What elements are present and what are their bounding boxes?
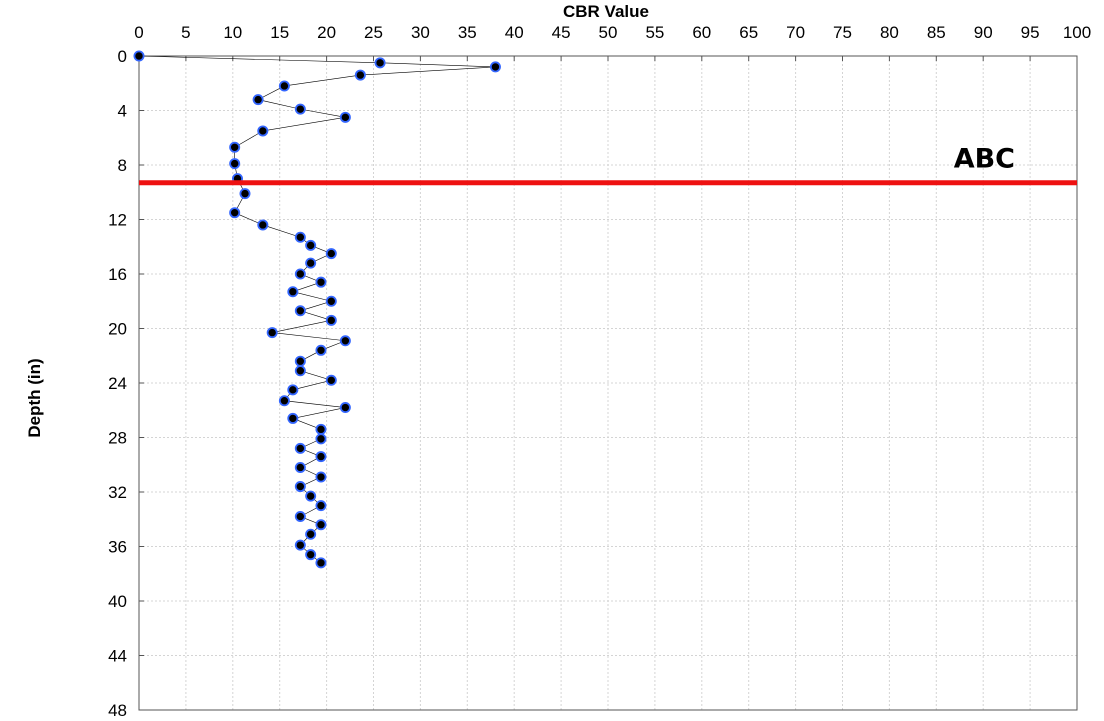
data-point [294, 481, 306, 493]
data-point [294, 231, 306, 243]
x-tick-label: 50 [599, 23, 618, 42]
data-point [305, 257, 317, 269]
x-tick-label: 25 [364, 23, 383, 42]
data-point [257, 219, 269, 231]
data-point [294, 365, 306, 377]
x-tick-label: 20 [317, 23, 336, 42]
data-point [305, 239, 317, 251]
x-tick-label: 15 [270, 23, 289, 42]
y-axis-title: Depth (in) [25, 358, 44, 437]
x-tick-label: 80 [880, 23, 899, 42]
data-point [252, 94, 264, 106]
y-tick-label: 24 [108, 374, 127, 393]
x-tick-label: 45 [552, 23, 571, 42]
y-tick-label: 4 [118, 102, 127, 121]
x-tick-label: 10 [223, 23, 242, 42]
data-point [374, 57, 386, 69]
data-point [294, 442, 306, 454]
data-point [315, 423, 327, 435]
x-tick-label: 75 [833, 23, 852, 42]
y-tick-label: 8 [118, 156, 127, 175]
x-tick-label: 0 [134, 23, 143, 42]
x-tick-label: 35 [458, 23, 477, 42]
y-tick-label: 28 [108, 429, 127, 448]
x-tick-label: 70 [786, 23, 805, 42]
reference-line-group: ABC [139, 144, 1077, 186]
data-point [325, 314, 337, 326]
x-tick-label: 95 [1021, 23, 1040, 42]
data-point [339, 335, 351, 347]
reference-line-label: ABC [954, 144, 1015, 175]
x-tick-label: 65 [739, 23, 758, 42]
data-point [257, 125, 269, 137]
data-point [315, 344, 327, 356]
data-point [354, 69, 366, 81]
data-point [305, 490, 317, 502]
data-point [229, 207, 241, 219]
data-point [315, 451, 327, 463]
data-point [287, 286, 299, 298]
data-point [294, 268, 306, 280]
data-point [305, 528, 317, 540]
grid-lines [139, 56, 1077, 710]
y-tick-label: 40 [108, 592, 127, 611]
data-point [315, 276, 327, 288]
data-point [266, 327, 278, 339]
data-point [294, 511, 306, 523]
y-tick-label: 48 [108, 701, 127, 720]
data-point [229, 141, 241, 153]
data-point [294, 461, 306, 473]
x-tick-label: 100 [1063, 23, 1091, 42]
y-tick-label: 16 [108, 265, 127, 284]
data-point [294, 539, 306, 551]
x-tick-label: 60 [692, 23, 711, 42]
x-tick-label: 30 [411, 23, 430, 42]
y-tick-label: 32 [108, 483, 127, 502]
data-point [325, 248, 337, 260]
data-point [315, 433, 327, 445]
data-point [305, 549, 317, 561]
data-point [294, 355, 306, 367]
y-tick-label: 12 [108, 211, 127, 230]
data-point [315, 471, 327, 483]
data-point [339, 402, 351, 414]
x-tick-label: 5 [181, 23, 190, 42]
data-point [278, 80, 290, 92]
data-point [287, 412, 299, 424]
series-line [138, 55, 496, 564]
data-point [325, 374, 337, 386]
data-point [278, 395, 290, 407]
x-tick-label: 90 [974, 23, 993, 42]
x-tick-label: 85 [927, 23, 946, 42]
data-point [315, 557, 327, 569]
data-point [287, 384, 299, 396]
data-point [315, 500, 327, 512]
data-point [133, 50, 145, 62]
x-tick-label: 40 [505, 23, 524, 42]
data-point [294, 103, 306, 115]
y-tick-label: 44 [108, 647, 127, 666]
data-point [339, 111, 351, 123]
data-point [325, 295, 337, 307]
data-point [229, 158, 241, 170]
data-point [294, 305, 306, 317]
y-tick-label: 0 [118, 47, 127, 66]
y-tick-label: 36 [108, 538, 127, 557]
y-tick-label: 20 [108, 320, 127, 339]
data-point [489, 61, 501, 73]
x-axis-title: CBR Value [563, 2, 649, 21]
data-series [133, 50, 501, 569]
x-axis-ticks: 0 5 10 15 20 25 30 35 40 45 50 55 60 65 70 75 80 85 90 95 10… [134, 23, 1091, 61]
data-point [315, 519, 327, 531]
data-point [239, 188, 251, 200]
x-tick-label: 55 [645, 23, 664, 42]
